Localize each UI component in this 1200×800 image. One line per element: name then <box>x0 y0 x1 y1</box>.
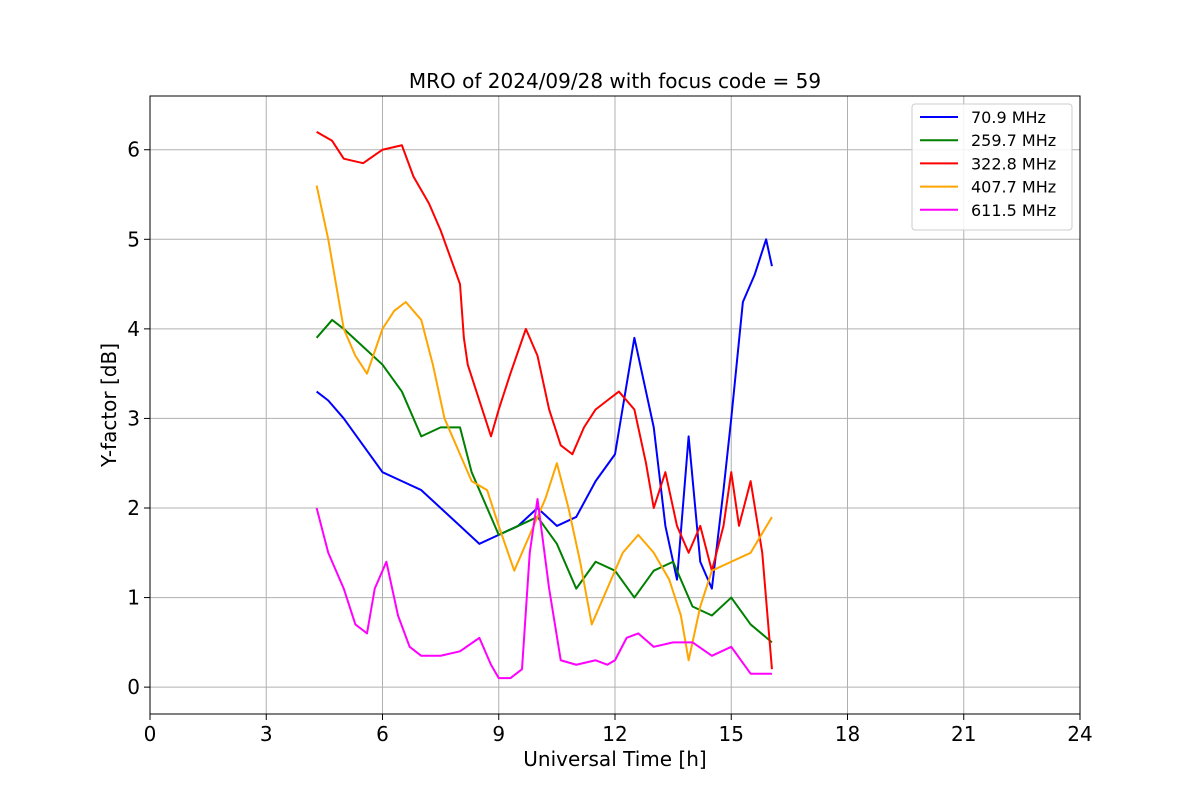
chart-title: MRO of 2024/09/28 with focus code = 59 <box>409 69 821 93</box>
series-line-70-9-mhz <box>316 238 773 590</box>
legend-box <box>911 103 1073 231</box>
legend-entry-label: 259.7 MHz <box>971 131 1056 150</box>
y-tick-label: 4 <box>127 317 140 341</box>
x-tick-label: 9 <box>492 722 505 746</box>
y-tick-label: 5 <box>127 227 140 251</box>
x-axis-label: Universal Time [h] <box>523 747 706 771</box>
y-tick-label: 1 <box>127 586 140 610</box>
series-line-407-7-mhz <box>315 185 773 662</box>
y-tick-label: 6 <box>127 138 140 162</box>
x-tick-label: 0 <box>144 722 157 746</box>
x-tick-label: 24 <box>1067 722 1092 746</box>
series-line-259-7-mhz <box>315 318 773 644</box>
legend-entry-label: 322.8 MHz <box>971 154 1056 173</box>
x-tick-label: 21 <box>951 722 976 746</box>
legend-entry-label: 407.7 MHz <box>971 178 1056 197</box>
series-line-611-5-mhz <box>315 498 772 680</box>
legend: 70.9 MHz 259.7 MHz 322.8 MHz 407.7 MHz 611.5… <box>911 103 1073 231</box>
x-tick-label: 12 <box>602 722 627 746</box>
x-tick-label: 3 <box>260 722 273 746</box>
x-tick-label: 6 <box>376 722 389 746</box>
series-line-322-8-mhz <box>316 130 773 670</box>
x-tick-label: 15 <box>719 722 744 746</box>
y-tick-label: 0 <box>127 675 140 699</box>
legend-entry-label: 611.5 MHz <box>971 201 1056 220</box>
x-tick-label: 18 <box>835 722 860 746</box>
y-tick-label: 3 <box>127 406 140 430</box>
series-lines <box>315 130 773 680</box>
y-axis-label: Y-factor [dB] <box>97 343 121 468</box>
legend-entry-label: 70.9 MHz <box>971 108 1046 127</box>
y-tick-label: 2 <box>127 496 140 520</box>
